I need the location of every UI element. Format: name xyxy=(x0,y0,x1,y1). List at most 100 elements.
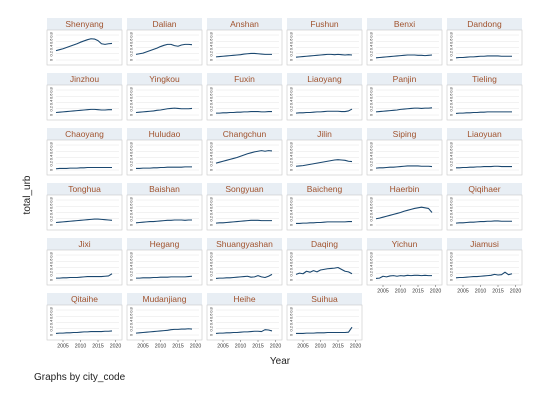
y-tick-label: 0.2 xyxy=(49,160,54,166)
y-tick-label: 0.2 xyxy=(129,325,134,331)
panel-liaoyang: Liaoyang 0 0.20.40.60.8 xyxy=(286,73,363,121)
y-tick-label: 0.6 xyxy=(449,148,454,154)
x-tick-label: 2020 xyxy=(110,344,122,350)
panel-strip xyxy=(447,128,522,140)
series-line-liaoyang xyxy=(295,108,353,114)
x-tick-label: 2020 xyxy=(430,289,442,295)
y-tick-label: 0.6 xyxy=(49,313,54,319)
panel-jixi: Jixi 0 0.20.40.60.8 xyxy=(46,238,123,286)
y-tick-label: 0.8 xyxy=(49,86,54,92)
y-tick-label: 0.2 xyxy=(289,215,294,221)
y-tick-label: 0.2 xyxy=(369,215,374,221)
panel-jinzhou: Jinzhou 0 0.20.40.60.8 xyxy=(46,73,123,121)
panel-strip xyxy=(47,293,122,305)
y-tick-label: 0.2 xyxy=(289,105,294,111)
y-tick-label: 0 xyxy=(449,168,454,171)
panel-strip xyxy=(447,238,522,250)
y-tick-label: 0.4 xyxy=(369,209,374,215)
y-tick-label: 0.8 xyxy=(369,251,374,257)
panel-strip xyxy=(367,183,442,195)
panel-shenyang: Shenyang 0 0.20.40.60.8 xyxy=(46,18,123,66)
y-tick-label: 0.8 xyxy=(209,196,214,202)
y-tick-label: 0 xyxy=(49,223,54,226)
panel-tonghua: Tonghua 0 0.20.40.60.8 xyxy=(46,183,123,231)
y-tick-label: 0.2 xyxy=(209,105,214,111)
panel-title: Siping xyxy=(393,129,417,139)
y-tick-label: 0.4 xyxy=(209,99,214,105)
panel-benxi: Benxi 0 0.20.40.60.8 xyxy=(366,18,443,66)
y-tick-label: 0 xyxy=(209,333,214,336)
panel-title: Baicheng xyxy=(307,184,343,194)
y-tick-label: 0.6 xyxy=(369,203,374,209)
panel-title: Jinzhou xyxy=(70,74,100,84)
y-tick-label: 0.8 xyxy=(449,31,454,37)
panel-anshan: Anshan 0 0.20.40.60.8 xyxy=(206,18,283,66)
y-tick-label: 0.8 xyxy=(209,141,214,147)
panel-title: Suihua xyxy=(311,294,338,304)
panel-title: Jiamusi xyxy=(470,239,499,249)
y-tick-label: 0.6 xyxy=(289,148,294,154)
y-tick-label: 0.4 xyxy=(49,319,54,325)
y-tick-label: 0.4 xyxy=(129,99,134,105)
panel-baishan: Baishan 0 0.20.40.60.8 xyxy=(126,183,203,231)
x-tick-label: 2020 xyxy=(510,289,522,295)
y-tick-label: 0.8 xyxy=(49,31,54,37)
x-tick-label: 2010 xyxy=(475,289,487,295)
panel-strip xyxy=(127,18,202,30)
panel-strip xyxy=(447,18,522,30)
series-line-mudanjiang xyxy=(135,328,193,334)
panel-strip xyxy=(127,183,202,195)
panel-dalian: Dalian 0 0.20.40.60.8 xyxy=(126,18,203,66)
y-tick-label: 0 xyxy=(129,223,134,226)
y-tick-label: 0 xyxy=(209,168,214,171)
panel-dandong: Dandong 0 0.20.40.60.8 xyxy=(446,18,523,66)
series-line-hegang xyxy=(136,275,193,279)
y-tick-label: 0.6 xyxy=(49,203,54,209)
y-tick-label: 0.6 xyxy=(289,203,294,209)
y-tick-label: 0.2 xyxy=(369,50,374,56)
y-axis-title: total_urb xyxy=(22,175,33,214)
y-tick-label: 0.6 xyxy=(129,203,134,209)
x-tick-label: 2005 xyxy=(297,344,309,350)
panel-heihe: Heihe 0 0.20.40.60.8 xyxy=(206,293,283,341)
panel-strip xyxy=(287,293,362,305)
y-tick-label: 0.6 xyxy=(129,313,134,319)
y-tick-label: 0.2 xyxy=(129,270,134,276)
y-tick-label: 0.4 xyxy=(49,154,54,160)
y-tick-label: 0.2 xyxy=(209,50,214,56)
panel-yingkou: Yingkou 0 0.20.40.60.8 xyxy=(126,73,203,121)
panel-title: Tonghua xyxy=(68,184,101,194)
series-line-baishan xyxy=(135,219,192,224)
y-tick-label: 0.2 xyxy=(129,105,134,111)
y-tick-label: 0.6 xyxy=(49,93,54,99)
y-tick-label: 0.8 xyxy=(129,141,134,147)
y-tick-label: 0.8 xyxy=(209,31,214,37)
x-tick-label: 2005 xyxy=(457,289,469,295)
x-tick-label: 2010 xyxy=(315,344,327,350)
y-tick-label: 0.8 xyxy=(449,141,454,147)
y-tick-label: 0.8 xyxy=(369,141,374,147)
panel-title: Shuangyashan xyxy=(216,239,273,249)
y-tick-label: 0.4 xyxy=(209,319,214,325)
series-line-qitaihe xyxy=(55,330,113,334)
panel-strip xyxy=(367,238,442,250)
y-tick-label: 0.6 xyxy=(289,38,294,44)
y-tick-label: 0 xyxy=(289,113,294,116)
x-tick-label: 2015 xyxy=(252,344,264,350)
y-tick-label: 0 xyxy=(289,223,294,226)
y-tick-label: 0.8 xyxy=(209,306,214,312)
series-line-daqing xyxy=(295,266,353,275)
x-tick-label: 2015 xyxy=(172,344,184,350)
y-tick-label: 0.6 xyxy=(449,258,454,264)
y-tick-label: 0.4 xyxy=(129,154,134,160)
y-tick-label: 0.6 xyxy=(49,258,54,264)
y-tick-label: 0 xyxy=(49,58,54,61)
panel-title: Dandong xyxy=(467,19,502,29)
panel-strip xyxy=(367,73,442,85)
y-tick-label: 0.4 xyxy=(289,99,294,105)
panel-title: Baishan xyxy=(149,184,180,194)
y-tick-label: 0.2 xyxy=(449,215,454,221)
panel-hegang: Hegang 0 0.20.40.60.8 xyxy=(126,238,203,286)
panel-title: Fuxin xyxy=(234,74,255,84)
